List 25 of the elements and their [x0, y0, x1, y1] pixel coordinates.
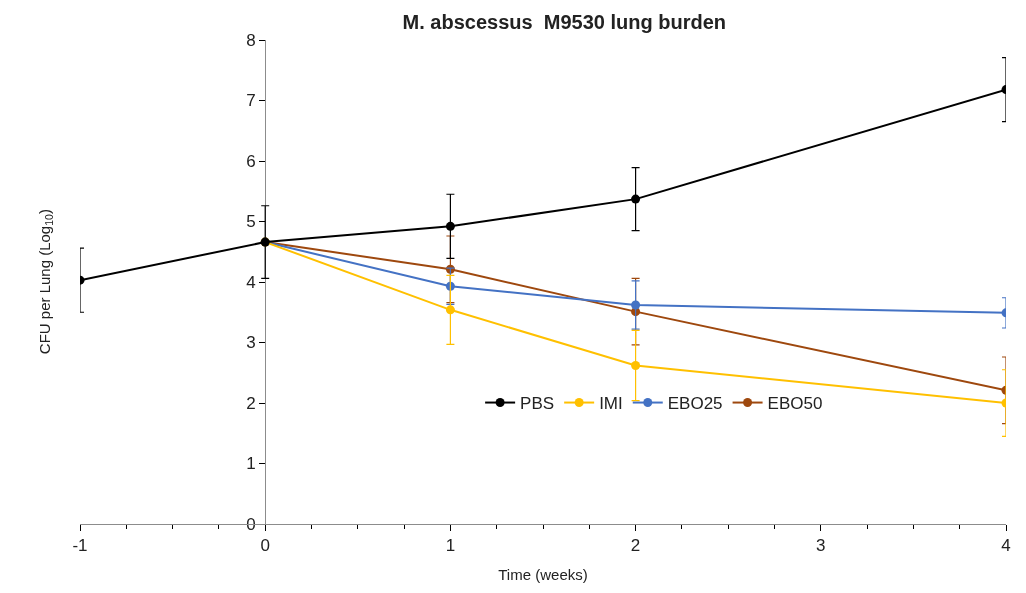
point: [445, 221, 455, 231]
x-tick-label: -1: [72, 536, 88, 556]
point: [631, 194, 641, 204]
legend-label: PBS: [520, 394, 555, 414]
x-tick-label: 0: [260, 536, 270, 556]
x-tick-label: 2: [630, 536, 641, 556]
y-tick-label: 3: [246, 333, 256, 353]
x-tick-label: 3: [816, 536, 826, 556]
y-tick-label: 1: [246, 454, 256, 474]
x-axis-title: Time (weeks): [498, 566, 588, 584]
y-tick-label: 4: [246, 272, 256, 292]
y-tick-label: 5: [246, 212, 256, 232]
point: [631, 300, 641, 310]
point: [631, 360, 641, 370]
x-tick-label: 4: [1001, 536, 1011, 556]
legend-label: IMI: [599, 394, 623, 414]
legend-label: EBO50: [767, 394, 823, 414]
x-tick-label: 1: [445, 536, 456, 556]
y-tick-label: 2: [246, 393, 256, 413]
point: [445, 305, 455, 315]
chart-title: M. abscessus M9530 lung burden: [402, 10, 727, 33]
y-tick-label: 7: [246, 91, 256, 111]
y-tick-label: 6: [246, 151, 256, 171]
legend-label: EBO25: [667, 394, 723, 414]
y-tick-label: 8: [246, 30, 256, 50]
